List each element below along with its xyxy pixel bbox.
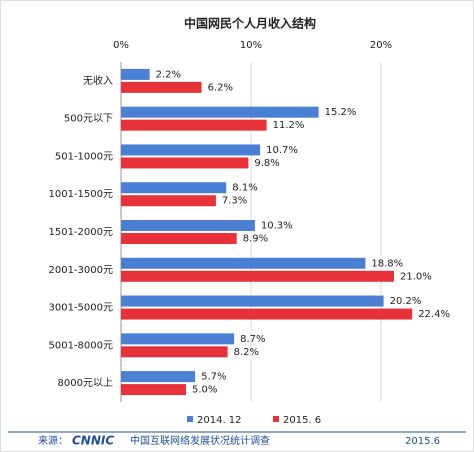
legend-label: 2015. 6 [283,415,321,426]
value-label: 11.2% [273,120,305,131]
value-label: 8.2% [234,347,259,358]
legend-swatch [273,416,279,422]
bar [121,308,413,320]
value-label: 2.2% [156,69,181,80]
bar [121,346,228,358]
value-label: 15.2% [325,107,357,118]
bar [121,384,186,396]
y-tick-label: 501-1000元 [55,151,113,162]
value-label: 5.7% [201,372,226,383]
bar [121,371,196,383]
bar [121,233,237,244]
date: 2015.6 [405,436,440,447]
y-tick-label: 5001-8000元 [48,340,113,351]
value-label: 10.3% [261,221,293,232]
y-tick-label: 500元以下 [64,114,113,125]
legend-swatch [187,416,193,422]
value-label: 6.2% [208,82,233,93]
value-label: 18.8% [371,258,403,269]
bar [121,68,150,80]
y-tick-label: 3001-5000元 [48,303,113,314]
bar [121,220,255,231]
value-label: 8.1% [232,183,257,194]
y-tick-label: 8000元以上 [58,377,113,389]
bar [121,182,227,194]
chart-title: 中国网民个人月收入结构 [184,16,316,31]
y-tick-label: 1501-2000元 [48,227,113,238]
y-tick-label: 2001-3000元 [48,265,113,276]
value-label: 20.2% [390,296,422,307]
source-label: 来源： [38,434,68,447]
bar [121,144,261,156]
bar [121,157,249,169]
bar [121,81,202,93]
value-label: 22.4% [418,309,450,320]
value-label: 21.0% [400,271,432,282]
x-tick-label: 0% [113,40,129,51]
bar [121,119,267,131]
x-tick-label: 20% [370,40,392,51]
value-label: 8.7% [240,334,265,345]
value-label: 10.7% [266,145,298,156]
bar [121,295,384,307]
source: 中国互联网络发展状况统计调查 [130,434,270,447]
bar [121,257,366,269]
legend-label: 2014. 12 [197,415,242,426]
bar [121,195,216,207]
value-label: 9.8% [254,158,279,169]
bar [121,333,235,345]
x-tick-label: 10% [240,40,262,51]
value-label: 7.3% [222,196,247,207]
bar [121,106,319,118]
bar [121,270,394,282]
logo: CNNIC [72,434,114,448]
y-tick-label: 无收入 [83,74,113,87]
value-label: 5.0% [192,385,217,396]
value-label: 8.9% [243,234,268,245]
y-tick-label: 1001-1500元 [48,189,113,200]
